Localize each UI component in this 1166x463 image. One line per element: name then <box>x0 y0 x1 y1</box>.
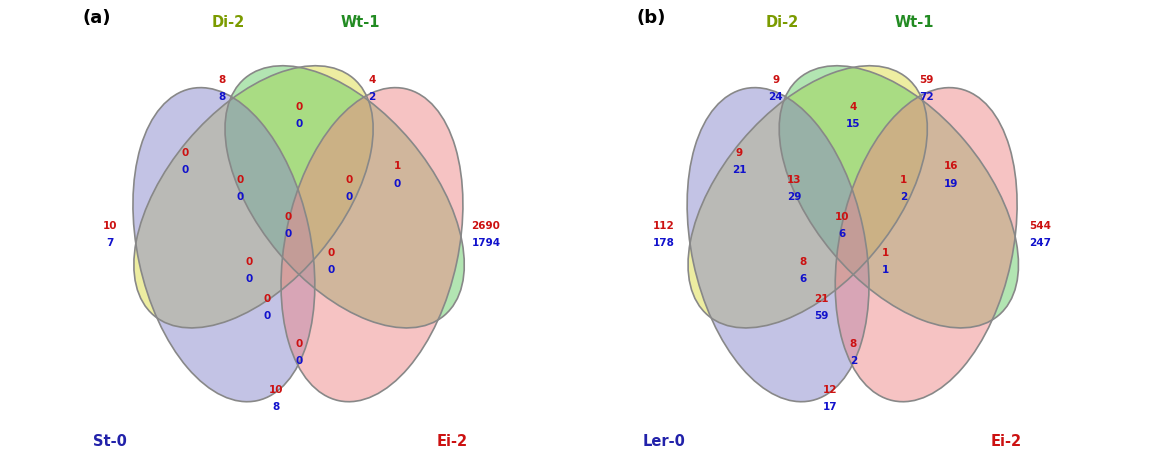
Text: 10: 10 <box>103 220 118 230</box>
Text: 12: 12 <box>823 384 837 394</box>
Text: 0: 0 <box>245 257 253 267</box>
Text: Di-2: Di-2 <box>766 15 799 30</box>
Text: 8: 8 <box>273 401 280 411</box>
Ellipse shape <box>835 88 1017 402</box>
Text: Ei-2: Ei-2 <box>990 433 1021 448</box>
Text: 544: 544 <box>1030 220 1051 230</box>
Text: 72: 72 <box>919 92 934 102</box>
Text: 0: 0 <box>182 165 189 175</box>
Text: 17: 17 <box>823 401 838 411</box>
Ellipse shape <box>281 88 463 402</box>
Ellipse shape <box>687 88 869 402</box>
Text: Ei-2: Ei-2 <box>436 433 468 448</box>
Text: 2: 2 <box>850 356 857 366</box>
Text: (b): (b) <box>637 9 666 27</box>
Text: 10: 10 <box>269 384 283 394</box>
Text: 0: 0 <box>264 310 271 320</box>
Text: 0: 0 <box>328 265 335 275</box>
Ellipse shape <box>225 67 464 328</box>
Text: 59: 59 <box>814 310 829 320</box>
Ellipse shape <box>134 67 373 328</box>
Text: 0: 0 <box>295 356 303 366</box>
Text: 8: 8 <box>800 257 807 267</box>
Text: 1: 1 <box>881 247 888 257</box>
Text: 7: 7 <box>106 238 113 247</box>
Text: 21: 21 <box>814 293 829 303</box>
Text: 4: 4 <box>850 102 857 112</box>
Text: 0: 0 <box>295 119 303 129</box>
Text: 1: 1 <box>393 161 401 171</box>
Text: Ler-0: Ler-0 <box>642 433 686 448</box>
Ellipse shape <box>688 67 927 328</box>
Text: 19: 19 <box>944 178 958 188</box>
Text: 4: 4 <box>368 75 375 85</box>
Ellipse shape <box>133 88 315 402</box>
Text: 15: 15 <box>847 119 861 129</box>
Text: 24: 24 <box>768 92 784 102</box>
Text: St-0: St-0 <box>93 433 127 448</box>
Text: 0: 0 <box>345 175 353 185</box>
Text: 16: 16 <box>944 161 958 171</box>
Text: 9: 9 <box>736 147 743 157</box>
Text: 6: 6 <box>838 228 845 238</box>
Text: (a): (a) <box>83 9 111 27</box>
Text: 10: 10 <box>835 211 849 221</box>
Text: 0: 0 <box>295 102 303 112</box>
Text: 0: 0 <box>237 192 244 202</box>
Text: 0: 0 <box>285 228 292 238</box>
Text: 8: 8 <box>218 75 225 85</box>
Text: 0: 0 <box>264 293 271 303</box>
Text: 13: 13 <box>787 175 801 185</box>
Text: 1794: 1794 <box>471 238 500 247</box>
Text: 0: 0 <box>295 338 303 348</box>
Text: Wt-1: Wt-1 <box>895 15 934 30</box>
Text: 178: 178 <box>653 238 675 247</box>
Text: 0: 0 <box>182 147 189 157</box>
Text: 0: 0 <box>285 211 292 221</box>
Text: 59: 59 <box>919 75 933 85</box>
Text: 1: 1 <box>900 175 907 185</box>
Text: 0: 0 <box>245 274 253 284</box>
Text: 0: 0 <box>345 192 353 202</box>
Text: 8: 8 <box>218 92 225 102</box>
Text: 0: 0 <box>328 247 335 257</box>
Text: 1: 1 <box>881 265 888 275</box>
Text: 2: 2 <box>368 92 375 102</box>
Text: Wt-1: Wt-1 <box>340 15 380 30</box>
Text: 247: 247 <box>1030 238 1051 247</box>
Text: 2: 2 <box>900 192 907 202</box>
Text: 6: 6 <box>800 274 807 284</box>
Text: 2690: 2690 <box>471 220 500 230</box>
Text: 8: 8 <box>850 338 857 348</box>
Text: 0: 0 <box>237 175 244 185</box>
Text: 21: 21 <box>732 165 746 175</box>
Text: Di-2: Di-2 <box>212 15 245 30</box>
Ellipse shape <box>779 67 1018 328</box>
Text: 0: 0 <box>393 178 401 188</box>
Text: 29: 29 <box>787 192 801 202</box>
Text: 112: 112 <box>653 220 675 230</box>
Text: 9: 9 <box>772 75 779 85</box>
